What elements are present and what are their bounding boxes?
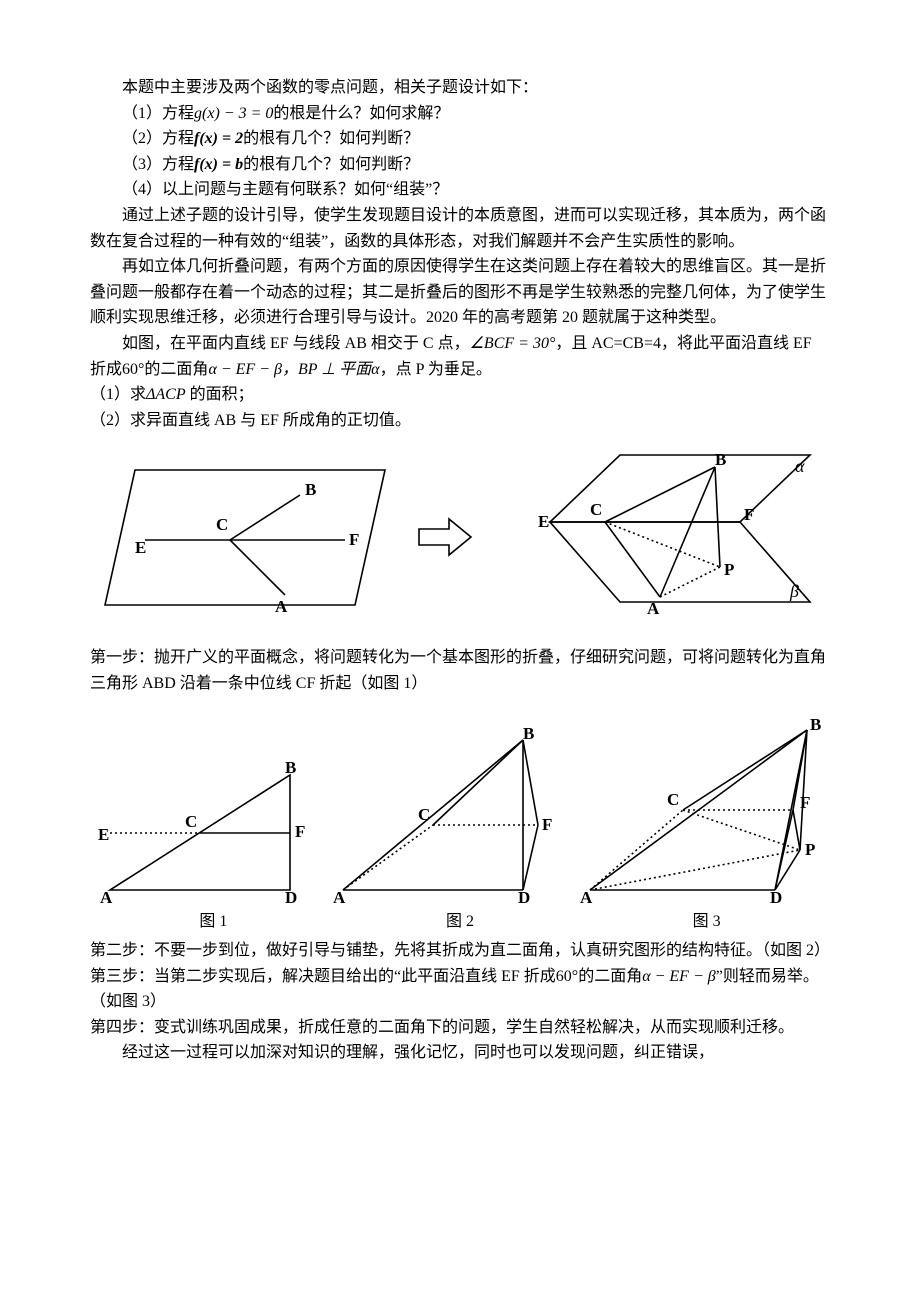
closing-line: 经过这一过程可以加深对知识的理解，强化记忆，同时也可以发现问题，纠正错误， xyxy=(90,1040,830,1066)
prob-mid2: 的二面角 xyxy=(144,361,208,378)
t1-tri: ΔACP xyxy=(146,386,186,403)
lbl2-C: C xyxy=(590,500,602,519)
diagram-row-2: A D B C F E A D F C xyxy=(90,715,830,905)
task-2: （2）求异面直线 AB 与 EF 所成角的正切值。 xyxy=(90,408,830,434)
lbl2-B: B xyxy=(715,450,726,469)
f1-A: A xyxy=(100,888,113,905)
f2-F: F xyxy=(542,815,552,834)
f1-D: D xyxy=(285,888,297,905)
lbl-beta: β xyxy=(789,581,799,601)
diagram-flat: E C F B A xyxy=(90,450,400,625)
s3-mid: 的二面角 xyxy=(578,968,642,985)
lbl2-A: A xyxy=(647,599,660,618)
f1-F: F xyxy=(295,822,305,841)
para-2: 再如立体几何折叠问题，有两个方面的原因使得学生在这类问题上存在着较大的思维盲区。… xyxy=(90,254,830,331)
page: 本题中主要涉及两个函数的零点问题，相关子题设计如下： （1）方程g(x) − 3… xyxy=(0,0,920,1106)
f3-P: P xyxy=(805,840,815,859)
prob-dihedral: α − EF − β xyxy=(208,361,282,378)
task-1: （1）求ΔACP 的面积； xyxy=(90,382,830,408)
lbl-C: C xyxy=(216,515,228,534)
f3-B: B xyxy=(810,715,821,734)
problem-statement: 如图，在平面内直线 EF 与线段 AB 相交于 C 点，∠BCF = 30°，且… xyxy=(90,331,830,382)
sub-q3: （3）方程f(x) = b的根有几个？如何判断？ xyxy=(90,152,830,178)
lbl-B: B xyxy=(305,480,316,499)
step-1: 第一步：抛开广义的平面概念，将问题转化为一个基本图形的折叠，仔细研究问题，可将问… xyxy=(90,645,830,696)
f2-C: C xyxy=(418,805,430,824)
caption-3: 图 3 xyxy=(583,909,830,935)
lbl2-F: F xyxy=(744,505,754,524)
f2-D: D xyxy=(518,888,530,905)
f1-C: C xyxy=(185,812,197,831)
lbl-E: E xyxy=(135,538,146,557)
f2-B: B xyxy=(523,725,534,743)
figure-2: A D F C B xyxy=(328,725,563,905)
f2-A: A xyxy=(333,888,346,905)
arrow-icon xyxy=(415,507,475,567)
t1-post: 的面积； xyxy=(186,386,254,403)
figure-captions: 图 1 图 2 图 3 xyxy=(90,909,830,935)
caption-1: 图 1 xyxy=(90,909,337,935)
diagram-folded: E C F B A P α β xyxy=(490,447,830,627)
sub-q1: （1）方程g(x) − 3 = 0的根是什么？如何求解？ xyxy=(90,101,830,127)
figure-3: A D F C B P xyxy=(575,715,830,905)
prob-deg: 60° xyxy=(122,361,144,378)
step-4: 第四步：变式训练巩固成果，折成任意的二面角下的问题，学生自然轻松解决，从而实现顺… xyxy=(90,1015,830,1041)
lbl-A: A xyxy=(275,597,288,616)
s3-pre: 第三步：当第二步实现后，解决题目给出的“此平面沿直线 EF 折成 xyxy=(90,968,556,985)
q1-post: 的根是什么？如何求解？ xyxy=(273,105,449,122)
q3-math: f(x) = b xyxy=(194,156,243,173)
sub-q2: （2）方程f(x) = 2的根有几个？如何判断？ xyxy=(90,126,830,152)
prob-perp: ，BP ⊥ 平面α xyxy=(282,361,380,378)
step-3: 第三步：当第二步实现后，解决题目给出的“此平面沿直线 EF 折成60°的二面角α… xyxy=(90,964,830,1015)
lbl2-P: P xyxy=(724,560,734,579)
diagram-row-1: E C F B A xyxy=(90,447,830,627)
para-1: 通过上述子题的设计引导，使学生发现题目设计的本质意图，进而可以实现迁移，其本质为… xyxy=(90,203,830,254)
f3-C: C xyxy=(667,790,679,809)
prob-lead: 如图，在平面内直线 EF 与线段 AB 相交于 C 点， xyxy=(122,335,470,352)
q1-math: g(x) − 3 = 0 xyxy=(194,105,273,122)
prob-tail: ，点 P 为垂足。 xyxy=(380,361,492,378)
f1-E: E xyxy=(98,825,109,844)
figure-1: A D B C F E xyxy=(90,745,315,905)
f1-B: B xyxy=(285,758,296,777)
lbl2-E: E xyxy=(538,512,549,531)
f3-A: A xyxy=(580,888,593,905)
prob-angle: ∠BCF = 30° xyxy=(470,335,556,352)
f3-F: F xyxy=(800,793,810,812)
t1-pre: （1）求 xyxy=(90,386,146,403)
s3-deg: 60° xyxy=(556,968,578,985)
q2-pre: （2）方程 xyxy=(122,130,194,147)
q2-math: f(x) = 2 xyxy=(194,130,243,147)
s3-dih: α − EF − β xyxy=(642,968,716,985)
intro-line: 本题中主要涉及两个函数的零点问题，相关子题设计如下： xyxy=(90,75,830,101)
q1-pre: （1）方程 xyxy=(122,105,194,122)
lbl-F: F xyxy=(349,530,359,549)
q2-post: 的根有几个？如何判断？ xyxy=(243,130,419,147)
q3-pre: （3）方程 xyxy=(122,156,194,173)
sub-q4: （4）以上问题与主题有何联系？如何“组装”？ xyxy=(90,177,830,203)
f3-D: D xyxy=(770,888,782,905)
step-2: 第二步：不要一步到位，做好引导与铺垫，先将其折成为直二面角，认真研究图形的结构特… xyxy=(90,938,830,964)
caption-2: 图 2 xyxy=(337,909,584,935)
q3-post: 的根有几个？如何判断？ xyxy=(243,156,419,173)
lbl-alpha: α xyxy=(795,456,805,476)
